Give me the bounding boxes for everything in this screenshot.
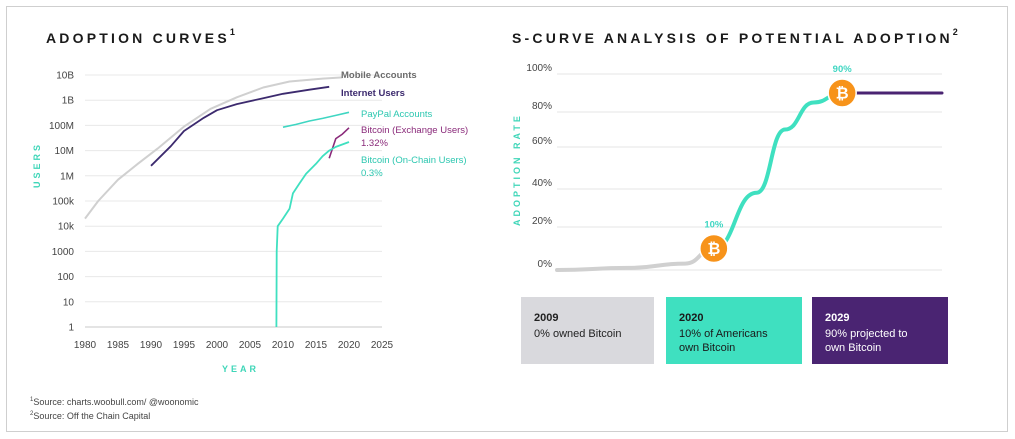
left-series-line xyxy=(275,141,350,328)
info-box-line: 10% of Americans xyxy=(679,328,768,340)
left-series-label: Mobile Accounts xyxy=(341,70,417,81)
marker-value-label: 10% xyxy=(704,220,724,231)
source-2: 2Source: Off the Chain Capital xyxy=(30,411,151,421)
left-x-axis-title: YEAR xyxy=(222,364,260,374)
left-series-label: Bitcoin (On-Chain Users) xyxy=(361,155,467,166)
info-box-year: 2029 xyxy=(825,312,850,324)
right-y-tick-label: 60% xyxy=(532,136,552,147)
left-x-tick-label: 2020 xyxy=(338,340,361,351)
left-chart-title: ADOPTION CURVES1 xyxy=(46,27,235,46)
left-y-tick-label: 1000 xyxy=(52,247,75,258)
left-series-label: Internet Users xyxy=(341,88,405,99)
left-x-tick-label: 2010 xyxy=(272,340,295,351)
figure-frame xyxy=(6,6,1008,432)
info-box-2029: 2029 90% projected to own Bitcoin xyxy=(812,297,948,364)
info-box-year: 2009 xyxy=(534,312,559,324)
bitcoin-icon: ₿ xyxy=(827,78,857,108)
left-x-tick-label: 2015 xyxy=(305,340,328,351)
left-series-label: Bitcoin (Exchange Users) xyxy=(361,125,468,136)
left-series-value-label: 1.32% xyxy=(361,138,388,149)
right-y-axis-title: ADOPTION RATE xyxy=(512,113,522,226)
left-series-line xyxy=(150,85,330,167)
bitcoin-icon: ₿ xyxy=(699,233,729,264)
left-y-tick-label: 10k xyxy=(58,222,75,233)
right-chart-title: S-CURVE ANALYSIS OF POTENTIAL ADOPTION2 xyxy=(512,27,958,46)
right-series-line xyxy=(555,246,716,272)
left-x-tick-label: 1990 xyxy=(140,340,163,351)
left-y-tick-label: 1B xyxy=(62,96,75,107)
left-x-tick-label: 1985 xyxy=(107,340,130,351)
left-x-tick-label: 1980 xyxy=(74,340,97,351)
left-series-line xyxy=(282,111,350,128)
svg-text:₿: ₿ xyxy=(707,240,720,258)
sources: 1Source: charts.woobull.com/ @woonomic 2… xyxy=(30,394,199,422)
left-y-tick-label: 10B xyxy=(56,71,74,82)
info-box-line: own Bitcoin xyxy=(679,342,736,354)
right-y-tick-label: 20% xyxy=(532,216,552,227)
left-x-tick-label: 1995 xyxy=(173,340,196,351)
right-series-line xyxy=(711,91,845,251)
info-box-2020: 2020 10% of Americans own Bitcoin xyxy=(666,297,802,364)
left-x-tick-label: 2000 xyxy=(206,340,229,351)
info-box-2009: 2009 0% owned Bitcoin xyxy=(521,297,654,364)
left-series-value-label: 0.3% xyxy=(361,168,383,179)
left-series-line xyxy=(84,76,343,220)
source-1: 1Source: charts.woobull.com/ @woonomic xyxy=(30,397,199,407)
left-y-tick-label: 100M xyxy=(49,121,74,132)
left-y-tick-label: 10 xyxy=(63,297,75,308)
left-y-tick-label: 10M xyxy=(55,146,74,157)
left-y-tick-label: 1M xyxy=(60,171,74,182)
info-box-line: 90% projected to xyxy=(825,328,908,340)
left-y-tick-label: 100k xyxy=(52,197,75,208)
right-y-tick-label: 100% xyxy=(526,63,552,74)
info-box-line: 0% owned Bitcoin xyxy=(534,328,622,340)
left-y-tick-label: 1 xyxy=(68,323,74,334)
info-box-line: own Bitcoin xyxy=(825,342,882,354)
left-x-tick-label: 2005 xyxy=(239,340,262,351)
left-y-tick-label: 100 xyxy=(57,272,74,283)
svg-text:₿: ₿ xyxy=(836,85,849,103)
left-x-tick-label: 2025 xyxy=(371,340,394,351)
marker-value-label: 90% xyxy=(833,64,853,75)
left-series-label: PayPal Accounts xyxy=(361,109,433,120)
right-y-tick-label: 0% xyxy=(538,259,553,270)
right-y-tick-label: 80% xyxy=(532,101,552,112)
right-y-tick-label: 40% xyxy=(532,178,552,189)
info-box-year: 2020 xyxy=(679,312,704,324)
